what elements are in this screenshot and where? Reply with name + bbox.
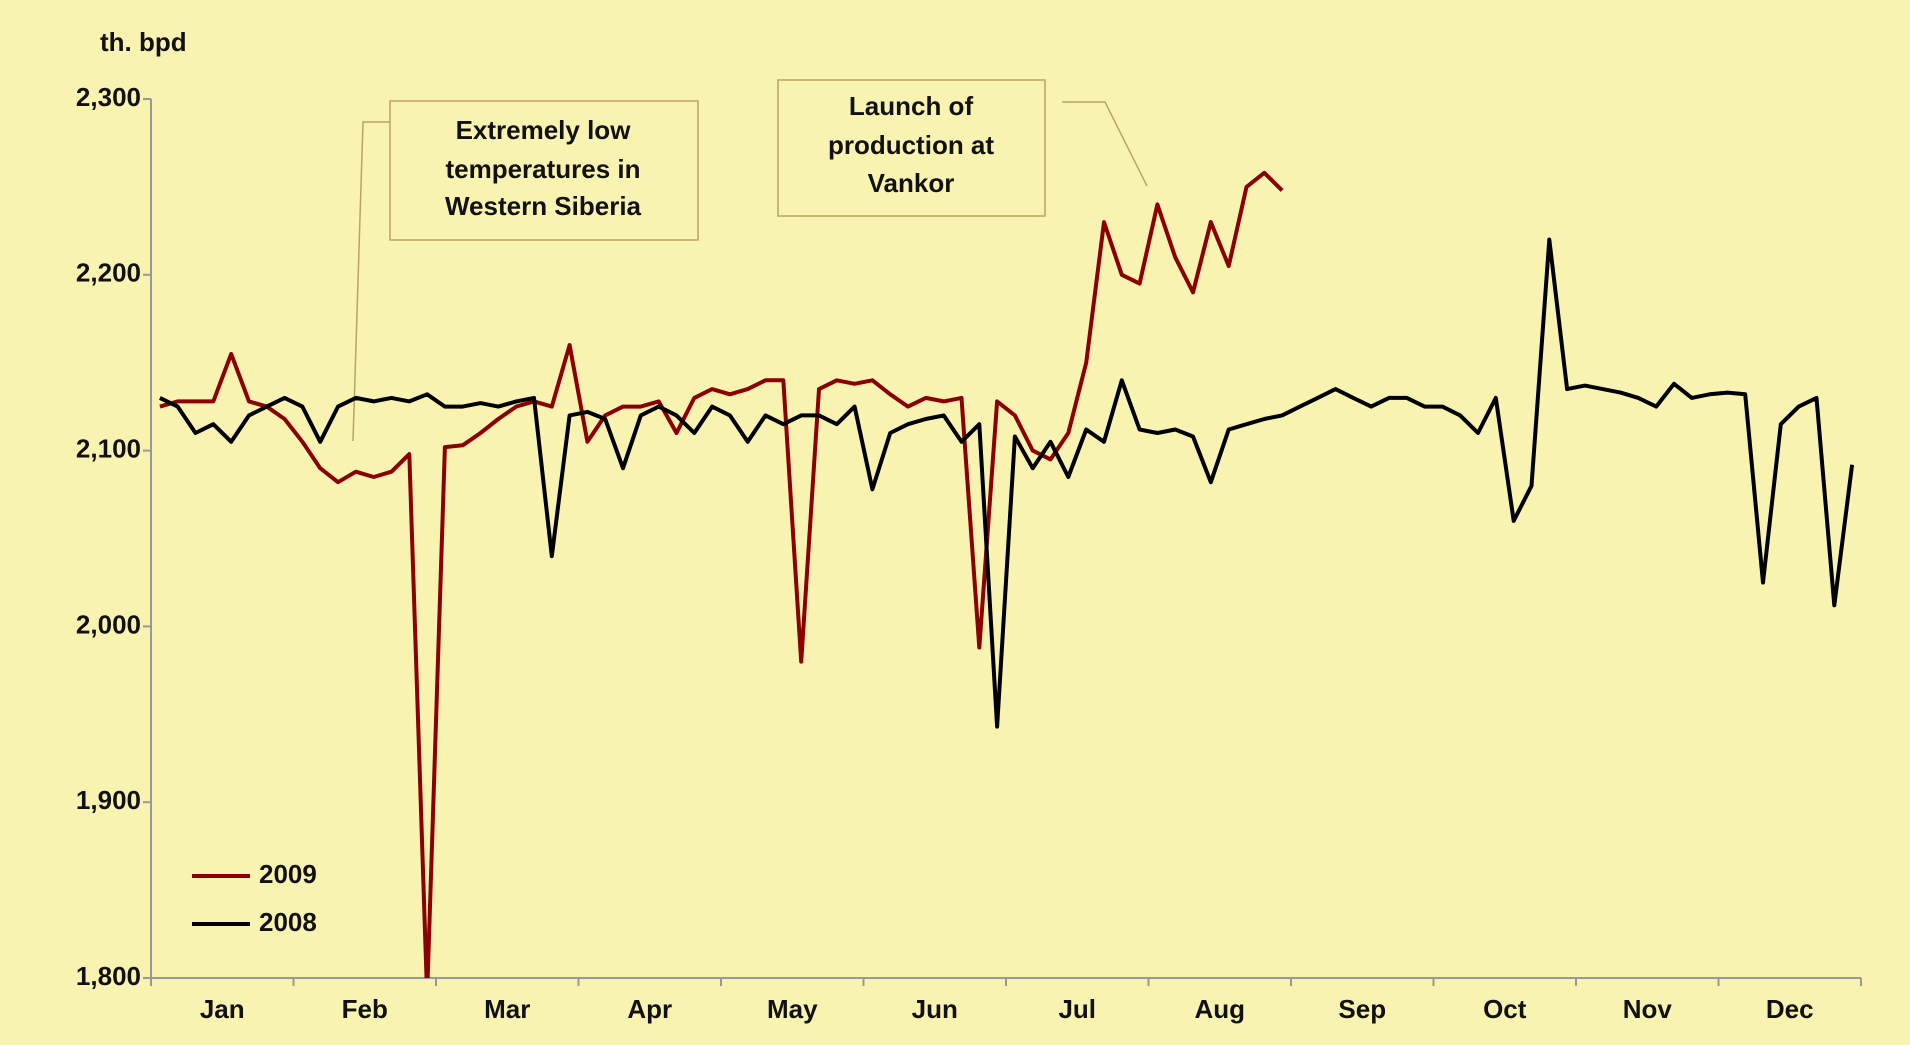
- y-tick-label: 1,900: [76, 785, 141, 815]
- annotation-text: temperatures in: [445, 154, 640, 184]
- annotation-text: Western Siberia: [445, 191, 642, 221]
- x-tick-label: Aug: [1194, 994, 1245, 1024]
- plot-area: [159, 170, 1855, 978]
- annotation-text: Launch of: [849, 91, 974, 121]
- x-tick-label: Sep: [1338, 994, 1386, 1024]
- y-axis-label: th. bpd: [100, 27, 187, 57]
- x-tick-label: Mar: [484, 994, 530, 1024]
- y-tick-label: 1,800: [76, 961, 141, 991]
- x-tick-label: Jul: [1058, 994, 1096, 1024]
- x-tick-label: Jan: [200, 994, 245, 1024]
- annotation-text: Vankor: [868, 168, 955, 198]
- annotation-box: [389, 100, 699, 241]
- y-tick-label: 2,100: [76, 433, 141, 463]
- x-tick-label: May: [767, 994, 818, 1024]
- series-line: [159, 237, 1855, 729]
- x-tick-label: Apr: [627, 994, 672, 1024]
- x-tick-label: Feb: [342, 994, 388, 1024]
- leader-line: [1062, 101, 1148, 187]
- y-tick-label: 2,300: [76, 82, 141, 112]
- series-line: [159, 170, 1284, 978]
- y-tick-label: 2,000: [76, 609, 141, 639]
- x-tick-label: Dec: [1766, 994, 1814, 1024]
- annotation-text: production at: [828, 130, 994, 160]
- x-tick-label: Oct: [1483, 994, 1527, 1024]
- y-tick-label: 2,200: [76, 258, 141, 288]
- x-tick-label: Jun: [912, 994, 958, 1024]
- legend-label: 2008: [259, 907, 317, 937]
- annotation-text: Extremely low: [456, 115, 632, 145]
- x-tick-label: Nov: [1623, 994, 1673, 1024]
- leader-line: [352, 121, 390, 442]
- annotation-box: [777, 79, 1046, 217]
- legend-label: 2009: [259, 859, 317, 889]
